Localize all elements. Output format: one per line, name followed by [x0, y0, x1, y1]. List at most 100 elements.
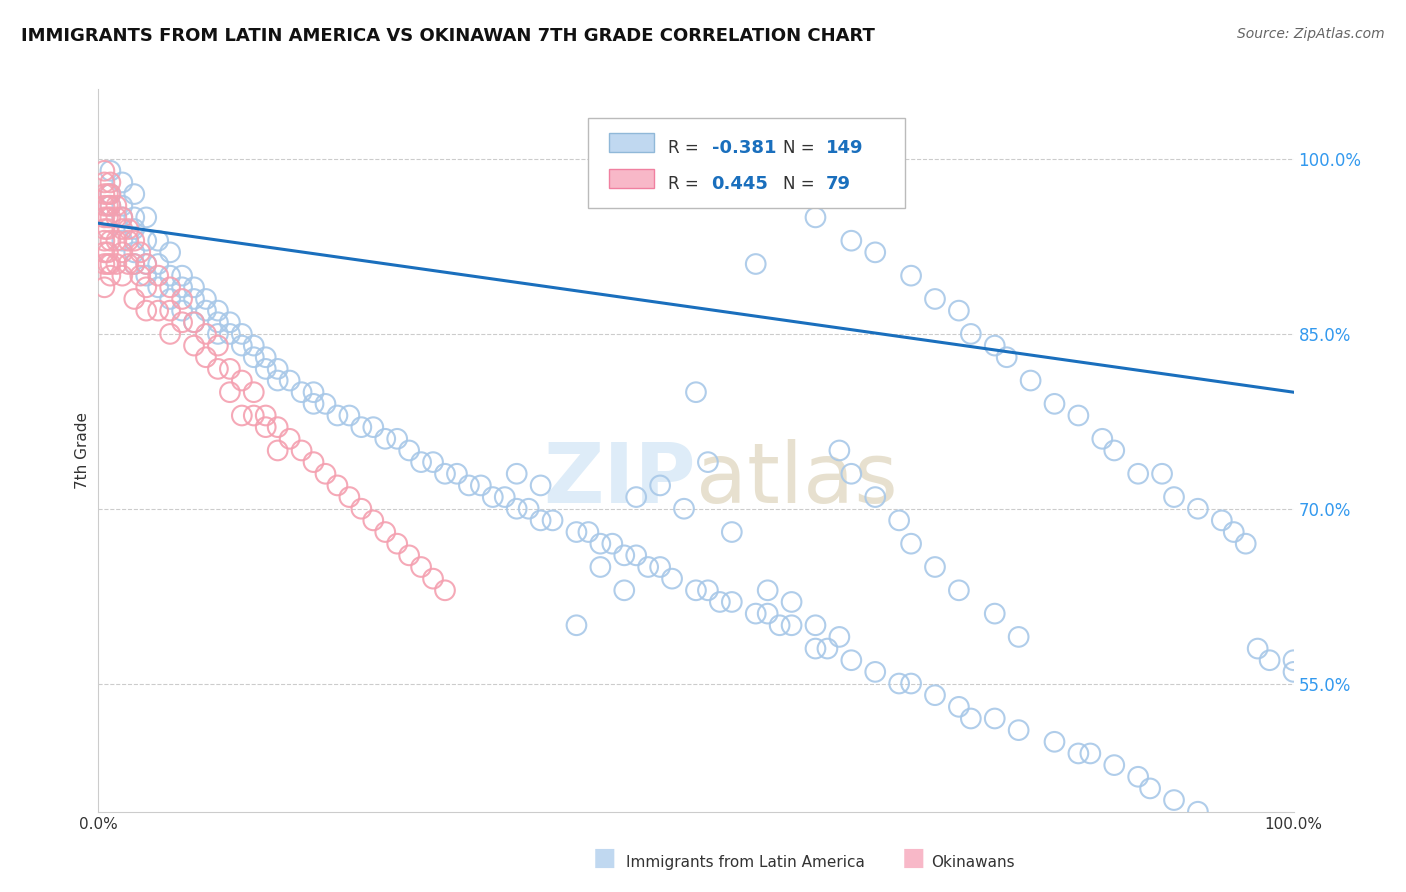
Point — [339, 490, 361, 504]
Point — [363, 513, 385, 527]
Point — [613, 583, 636, 598]
Point — [172, 292, 194, 306]
Point — [111, 268, 134, 283]
Point — [578, 524, 600, 539]
Point — [219, 362, 242, 376]
Text: Source: ZipAtlas.com: Source: ZipAtlas.com — [1237, 27, 1385, 41]
Point — [207, 303, 229, 318]
Point — [124, 234, 146, 248]
Point — [1282, 653, 1305, 667]
Point — [434, 583, 457, 598]
Point — [135, 280, 157, 294]
Point — [148, 234, 170, 248]
Point — [661, 572, 683, 586]
Point — [231, 409, 253, 423]
Point — [98, 199, 122, 213]
Point — [111, 245, 134, 260]
Point — [841, 653, 863, 667]
Point — [135, 211, 157, 225]
Point — [172, 303, 194, 318]
Point — [135, 257, 157, 271]
FancyBboxPatch shape — [589, 118, 905, 209]
Point — [207, 362, 229, 376]
Point — [254, 350, 277, 364]
Point — [602, 537, 624, 551]
Point — [948, 699, 970, 714]
Point — [302, 385, 325, 400]
Point — [481, 490, 505, 504]
Point — [697, 455, 720, 469]
Point — [1008, 723, 1031, 738]
Point — [93, 176, 115, 190]
Point — [231, 374, 253, 388]
Point — [105, 199, 128, 213]
Point — [1187, 805, 1209, 819]
Point — [1163, 793, 1185, 807]
Point — [243, 385, 266, 400]
Point — [804, 211, 827, 225]
Point — [648, 560, 672, 574]
Point — [541, 513, 564, 527]
Point — [117, 222, 139, 236]
Point — [1187, 501, 1209, 516]
Point — [756, 607, 779, 621]
Point — [124, 211, 146, 225]
Point — [1234, 537, 1257, 551]
Point — [93, 234, 115, 248]
Point — [589, 537, 612, 551]
Point — [93, 211, 115, 225]
Point — [374, 524, 396, 539]
Point — [172, 280, 194, 294]
Point — [172, 268, 194, 283]
Point — [159, 292, 181, 306]
Point — [207, 315, 229, 329]
Point — [124, 187, 146, 202]
Point — [984, 607, 1007, 621]
Point — [673, 501, 696, 516]
Point — [530, 513, 553, 527]
Y-axis label: 7th Grade: 7th Grade — [75, 412, 90, 489]
Point — [350, 420, 373, 434]
Text: ■: ■ — [593, 846, 616, 870]
Point — [159, 326, 181, 341]
Point — [93, 280, 115, 294]
Point — [183, 280, 205, 294]
Point — [97, 199, 120, 213]
Point — [97, 222, 120, 236]
Point — [1223, 816, 1246, 830]
Point — [195, 303, 218, 318]
Point — [398, 443, 420, 458]
Point — [97, 187, 120, 202]
Point — [948, 583, 970, 598]
Point — [135, 234, 157, 248]
Text: 149: 149 — [827, 139, 863, 157]
Point — [889, 676, 911, 690]
Point — [804, 618, 827, 632]
Point — [900, 537, 922, 551]
Point — [302, 455, 325, 469]
Point — [685, 583, 707, 598]
Point — [530, 478, 553, 492]
Point — [363, 420, 385, 434]
Point — [411, 560, 433, 574]
Point — [219, 315, 242, 329]
Point — [98, 163, 122, 178]
Point — [924, 688, 946, 702]
Point — [697, 583, 720, 598]
Point — [1043, 397, 1066, 411]
Point — [709, 595, 731, 609]
Point — [98, 268, 122, 283]
Point — [98, 211, 122, 225]
Point — [1282, 839, 1305, 854]
Point — [1247, 828, 1270, 842]
Point — [219, 326, 242, 341]
Point — [1104, 443, 1126, 458]
Point — [1043, 735, 1066, 749]
Point — [1091, 432, 1114, 446]
Text: R =: R = — [668, 139, 704, 157]
Point — [231, 338, 253, 352]
Point — [865, 665, 887, 679]
Point — [984, 711, 1007, 725]
Point — [93, 199, 115, 213]
Point — [924, 560, 946, 574]
